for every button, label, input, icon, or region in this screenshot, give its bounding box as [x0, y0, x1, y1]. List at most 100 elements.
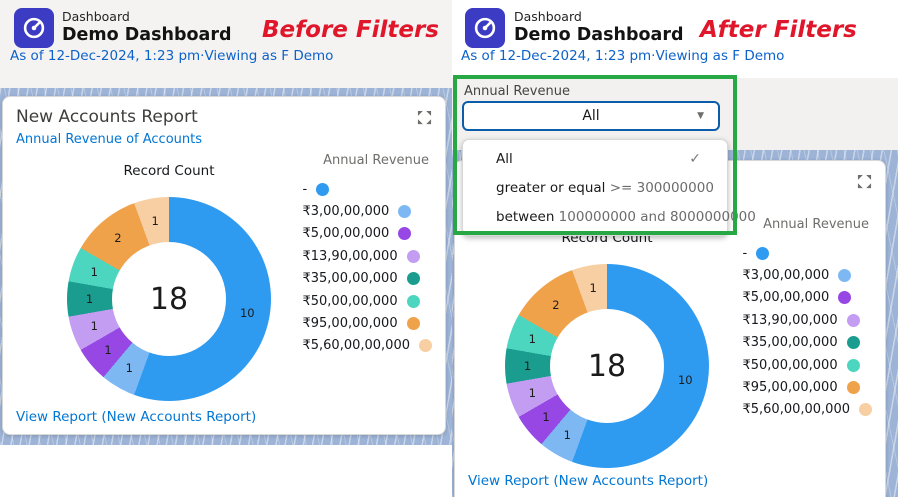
legend-color-dot [419, 339, 432, 353]
legend-item: ₹95,00,00,000 [742, 376, 872, 398]
legend-rows: - ₹3,00,00,000 ₹5,00,00,000 ₹13,90,00,000 ₹3… [302, 178, 432, 357]
donut-slice-value: 1 [151, 213, 159, 228]
legend-item: ₹35,00,00,000 [742, 332, 872, 354]
donut-hole: 18 [112, 242, 226, 356]
legend-label: ₹13,90,00,000 [302, 248, 398, 264]
legend-item: - [302, 178, 432, 200]
legend-item: ₹95,00,00,000 [302, 312, 432, 334]
legend-label: ₹13,90,00,000 [742, 312, 838, 328]
filter-option[interactable]: All ✓ [463, 144, 727, 173]
donut-slice-value: 1 [528, 331, 536, 346]
legend-color-dot [406, 249, 420, 263]
expand-icon[interactable] [417, 110, 432, 125]
legend-color-dot [846, 358, 860, 372]
legend-label: - [742, 245, 748, 261]
page-title: Demo Dashboard [62, 25, 232, 45]
legend-item: ₹35,00,00,000 [302, 268, 432, 290]
legend-item: ₹5,60,00,00,000 [742, 399, 872, 421]
legend-item: ₹5,00,00,000 [742, 287, 872, 309]
filter-option-text: >= 300000000 [605, 179, 714, 196]
donut-slice-value: 2 [114, 231, 122, 246]
legend-item: ₹50,00,00,000 [742, 354, 872, 376]
donut-slice-value: 1 [85, 292, 94, 306]
donut-slice-value: 10 [677, 372, 693, 387]
app-label: Dashboard [62, 9, 130, 24]
legend-label: ₹35,00,00,000 [302, 271, 398, 287]
check-icon: ✓ [689, 150, 701, 167]
donut-hole: 18 [550, 309, 664, 423]
legend-label: ₹5,60,00,00,000 [302, 338, 410, 354]
legend-color-dot [838, 269, 852, 283]
donut-slice-value: 1 [589, 280, 597, 295]
before-filters-annotation: Before Filters [262, 17, 439, 43]
donut-chart[interactable]: 18 10 1 1 1 1 1 2 1 [67, 197, 271, 401]
legend-label: ₹95,00,00,000 [302, 316, 398, 332]
legend-item: ₹5,00,00,000 [302, 223, 432, 245]
legend-label: ₹5,60,00,00,000 [742, 402, 850, 418]
legend-color-dot [846, 336, 860, 350]
legend-item: ₹3,00,00,000 [742, 264, 872, 286]
dashboard-meta: As of 12-Dec-2024, 1:23 pm·Viewing as F … [10, 48, 334, 64]
donut-slice-value: 10 [239, 305, 255, 320]
legend-color-dot [846, 381, 860, 395]
filter-option[interactable]: between 100000000 and 8000000000 [463, 202, 756, 231]
view-report-link[interactable]: View Report (New Accounts Report) [16, 409, 257, 425]
filter-option[interactable]: greater or equal >= 300000000 [463, 173, 727, 202]
filter-option-text: 100000000 and 8000000000 [554, 208, 756, 225]
chart-legend: Annual Revenue - ₹3,00,00,000 ₹5,00,00,000… [302, 153, 432, 357]
legend-color-dot [756, 246, 770, 260]
donut-slice-value: 1 [104, 343, 112, 358]
legend-label: ₹5,00,00,000 [302, 226, 390, 242]
combobox-selected-value: All [582, 108, 600, 124]
legend-rows: - ₹3,00,00,000 ₹5,00,00,000 ₹13,90,00,000 ₹3… [742, 242, 872, 421]
dashboard-meta: As of 12-Dec-2024, 1:23 pm·Viewing as F … [461, 48, 785, 64]
legend-item: ₹13,90,00,000 [302, 245, 432, 267]
legend-item: ₹13,90,00,000 [742, 309, 872, 331]
donut-total: 18 [149, 281, 189, 317]
legend-title: Annual Revenue [323, 153, 429, 168]
filter-label: Annual Revenue [464, 84, 570, 99]
legend-color-dot [398, 227, 412, 241]
legend-color-dot [398, 205, 412, 219]
page-title: Demo Dashboard [514, 25, 684, 45]
header-texts: Dashboard Demo Dashboard [62, 9, 231, 46]
legend-title: Annual Revenue [763, 217, 869, 232]
donut-slice-value: 1 [90, 264, 98, 279]
panel-after-filters: Dashboard Demo Dashboard After Filters A… [452, 0, 898, 497]
filter-bar: Annual Revenue All ▼ All ✓ greater or equa… [452, 78, 898, 236]
header-texts: Dashboard Demo Dashboard [514, 9, 683, 46]
chevron-down-icon: ▼ [697, 111, 704, 121]
legend-color-dot [406, 272, 420, 286]
expand-icon[interactable] [857, 174, 872, 189]
donut-slice-value: 1 [563, 427, 571, 442]
legend-label: ₹5,00,00,000 [742, 290, 830, 306]
annual-revenue-combobox[interactable]: All ▼ [462, 101, 720, 131]
donut-slice-value: 1 [528, 386, 536, 401]
legend-label: - [302, 181, 308, 197]
report-title: New Accounts Report [16, 107, 198, 127]
legend-label: ₹95,00,00,000 [742, 380, 838, 396]
dashboard-header: Dashboard Demo Dashboard After Filters A… [452, 0, 898, 78]
donut-slice-value: 1 [90, 319, 98, 334]
legend-color-dot [846, 313, 860, 327]
donut-slice-value: 2 [552, 298, 560, 313]
view-report-link[interactable]: View Report (New Accounts Report) [468, 473, 709, 489]
filter-option-text: between [496, 208, 555, 225]
dashboard-header: Dashboard Demo Dashboard Before Filters … [0, 0, 452, 88]
donut-total: 18 [587, 348, 627, 384]
report-card: New Accounts Report Annual Revenue of Ac… [2, 96, 446, 435]
filter-option-text: All [496, 150, 513, 167]
legend-label: ₹35,00,00,000 [742, 335, 838, 351]
legend-color-dot [316, 182, 330, 196]
legend-color-dot [406, 294, 420, 308]
legend-label: ₹3,00,00,000 [742, 268, 830, 284]
report-subtitle-link[interactable]: Annual Revenue of Accounts [16, 132, 202, 147]
gauge-icon [474, 17, 496, 39]
app-label: Dashboard [514, 9, 582, 24]
legend-item: ₹5,60,00,00,000 [302, 335, 432, 357]
legend-label: ₹3,00,00,000 [302, 204, 390, 220]
donut-slice-value: 1 [125, 360, 133, 375]
filter-option-text: greater or equal [496, 179, 606, 196]
donut-chart[interactable]: 18 10 1 1 1 1 1 2 1 [505, 264, 709, 468]
legend-label: ₹50,00,00,000 [302, 293, 398, 309]
